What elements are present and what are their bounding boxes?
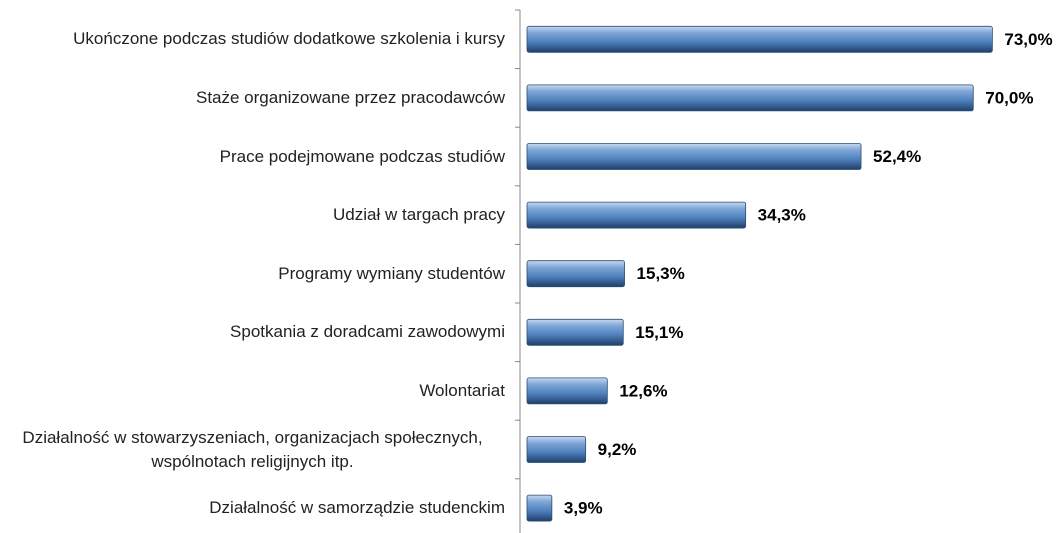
category-label: Programy wymiany studentów xyxy=(0,246,505,302)
bar xyxy=(526,25,993,53)
bar xyxy=(526,143,862,170)
category-label: Działalność w samorządzie studenckim xyxy=(0,480,505,533)
category-label: Udział w targach pracy xyxy=(0,187,505,243)
category-text: Prace podejmowane podczas studiów xyxy=(219,146,505,166)
value-label: 52,4% xyxy=(873,147,921,166)
category-label: Działalność w stowarzyszeniach, organiza… xyxy=(0,422,505,478)
category-text: Ukończone podczas studiów dodatkowe szko… xyxy=(73,29,505,49)
category-text: Działalność w samorządzie studenckim xyxy=(209,498,505,518)
value-label: 34,3% xyxy=(758,206,806,225)
category-label: Spotkania z doradcami zawodowymi xyxy=(0,304,505,360)
bar xyxy=(526,377,608,405)
category-label: Ukończone podczas studiów dodatkowe szko… xyxy=(0,11,505,67)
category-text: Spotkania z doradcami zawodowymi xyxy=(230,322,505,342)
bar xyxy=(526,201,747,229)
value-label: 3,9% xyxy=(564,499,603,518)
category-label: Staże organizowane przez pracodawców xyxy=(0,70,505,126)
value-label: 15,1% xyxy=(635,323,683,342)
category-text: Staże organizowane przez pracodawców xyxy=(195,87,505,107)
value-label: 9,2% xyxy=(598,440,637,459)
bar xyxy=(526,436,587,463)
category-text: Udział w targach pracy xyxy=(333,205,505,225)
bar xyxy=(526,318,624,346)
bar xyxy=(526,494,553,522)
value-label: 15,3% xyxy=(637,264,685,283)
value-label: 70,0% xyxy=(985,88,1033,107)
category-label: Prace podejmowane podczas studiów xyxy=(0,129,505,185)
value-label: 73,0% xyxy=(1004,30,1052,49)
category-label: Wolontariat xyxy=(0,363,505,419)
category-text: Wolontariat xyxy=(419,380,505,400)
value-label: 12,6% xyxy=(619,381,667,400)
bar xyxy=(526,84,974,112)
bar xyxy=(526,260,625,288)
category-text: Programy wymiany studentów xyxy=(278,263,505,283)
category-text: Działalność w stowarzyszeniach, organiza… xyxy=(22,427,483,471)
